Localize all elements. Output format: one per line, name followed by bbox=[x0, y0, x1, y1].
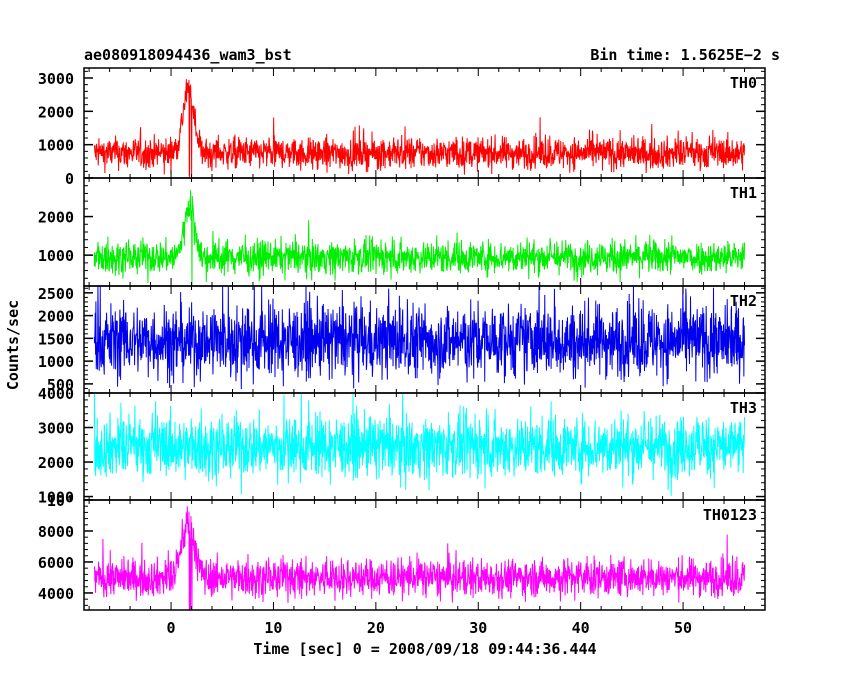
x-tick-label: 50 bbox=[674, 619, 692, 637]
panel-label: TH0123 bbox=[703, 506, 757, 524]
panel-th1: 1000 2000 TH1 bbox=[38, 177, 766, 287]
x-tick-label: 0 bbox=[167, 619, 176, 637]
x-tick-label: 10 bbox=[264, 619, 282, 637]
y-tick-label: 2000 bbox=[38, 103, 74, 121]
y-axis-label: Counts/sec bbox=[4, 300, 22, 390]
y-tick-label: 2000 bbox=[38, 308, 74, 326]
x-tick-label: 20 bbox=[367, 619, 385, 637]
series-line-th0 bbox=[93, 79, 746, 177]
y-tick-label: 2000 bbox=[38, 454, 74, 472]
panel-th0: 0 1000 2000 3000 TH0 bbox=[38, 67, 766, 188]
y-tick-label: 1000 bbox=[38, 353, 74, 371]
y-tick-label: 2500 bbox=[38, 285, 74, 303]
y-tick-label: 3000 bbox=[38, 70, 74, 88]
panel-frame bbox=[83, 499, 766, 611]
y-tick-label: 2000 bbox=[38, 209, 74, 227]
y-tick-label: 1000 bbox=[38, 137, 74, 155]
y-tick-label: 1500 bbox=[38, 330, 74, 348]
panel-label: TH1 bbox=[730, 184, 757, 202]
panel-th0123: 4000 6000 8000 10⁴ TH0123 bbox=[38, 492, 766, 611]
y-tick-label: 8000 bbox=[38, 523, 74, 541]
x-tick-label: 40 bbox=[572, 619, 590, 637]
x-tick-label: 30 bbox=[469, 619, 487, 637]
y-tick-label: 1000 bbox=[38, 489, 74, 507]
y-tick-label: 4000 bbox=[38, 585, 74, 603]
y-tick-label: 10⁴ bbox=[47, 492, 74, 510]
y-tick-label: 0 bbox=[65, 170, 74, 188]
panel-th3: 1000 2000 3000 4000 TH3 bbox=[38, 385, 766, 507]
y-tick-label: 500 bbox=[47, 376, 74, 394]
panel-label: TH3 bbox=[730, 399, 757, 417]
panel-label: TH2 bbox=[730, 292, 757, 310]
y-tick-label: 4000 bbox=[38, 385, 74, 403]
panel-label: TH0 bbox=[730, 74, 757, 92]
series-line-th2 bbox=[93, 285, 746, 390]
y-tick-label: 6000 bbox=[38, 554, 74, 572]
y-tick-label: 1000 bbox=[38, 247, 74, 265]
series-line-th1 bbox=[93, 190, 746, 287]
panel-th2: 500 1000 1500 2000 2500 TH2 bbox=[38, 285, 766, 394]
series-line-th3 bbox=[93, 392, 746, 496]
series-line-th0123 bbox=[93, 506, 746, 611]
x-axis-label: Time [sec] 0 = 2008/09/18 09:44:36.444 bbox=[253, 640, 596, 658]
bin-time-label: Bin time: 1.5625E−2 s bbox=[590, 46, 780, 64]
chart-title: ae080918094436_wam3_bst bbox=[84, 46, 292, 64]
y-tick-label: 3000 bbox=[38, 420, 74, 438]
